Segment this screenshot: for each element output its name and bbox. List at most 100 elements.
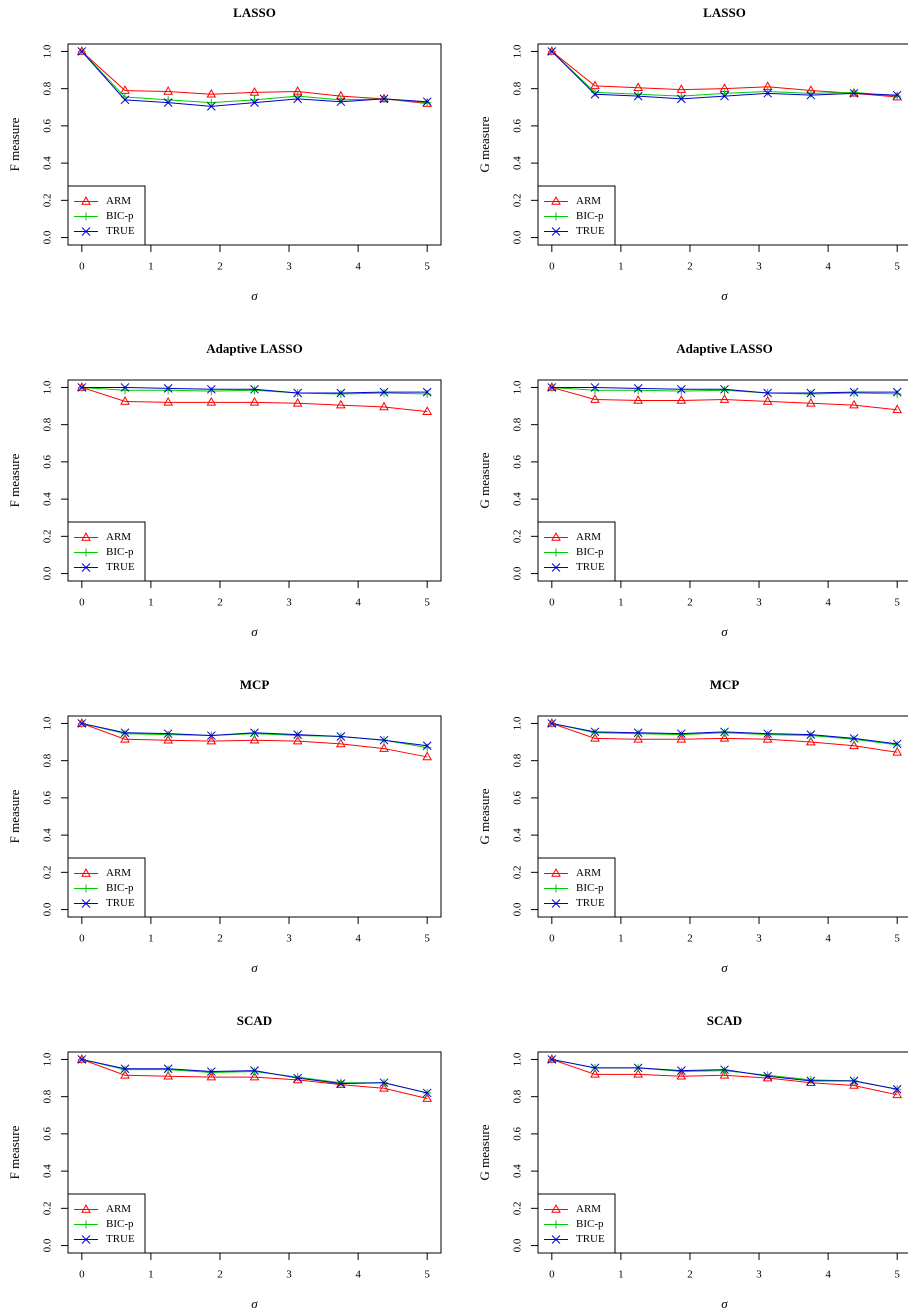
marker [633,733,644,743]
marker [336,732,346,741]
marker [850,735,859,744]
marker [763,87,772,96]
marker [633,1068,644,1078]
legend-label: BIC-p [106,882,134,894]
x-axis-label: σ [251,288,258,303]
marker [590,1063,600,1073]
marker [82,548,90,557]
marker [633,1063,643,1073]
marker [77,1055,87,1064]
marker [590,394,600,403]
marker [762,1072,773,1082]
marker [120,729,129,738]
plot-frame [537,379,908,582]
x-tick-label: 3 [286,933,292,945]
y-tick-label: 0.8 [512,1089,524,1103]
x-tick-label: 4 [825,933,831,945]
x-tick-label: 5 [424,597,430,609]
marker [422,406,433,415]
marker [763,730,772,739]
marker [892,404,903,414]
marker [634,729,643,738]
legend-label: ARM [576,195,601,207]
y-tick-label: 1.0 [512,44,524,58]
marker [547,383,557,392]
marker [763,1071,772,1080]
y-axis-label: G measure [477,788,492,844]
marker [336,95,345,104]
legend-label: ARM [106,867,131,879]
x-tick-label: 1 [148,261,154,273]
marker [551,1204,561,1213]
x-tick-label: 1 [618,597,624,609]
marker [336,1078,345,1087]
marker [379,1078,389,1088]
series-line [81,386,428,413]
y-tick-label: 0.0 [512,1238,524,1252]
x-axis-label: σ [721,288,728,303]
y-tick-label: 0.4 [42,828,54,842]
marker [806,1075,815,1084]
marker [633,91,643,101]
x-tick-label: 0 [79,261,85,273]
marker [892,90,902,100]
marker [849,733,859,743]
marker [633,384,643,393]
marker [250,728,259,738]
legend-box [67,521,146,582]
marker [676,395,687,404]
marker [590,727,600,737]
marker [806,730,816,739]
marker [676,94,686,104]
y-tick-label: 0.4 [512,156,524,170]
legend-box [537,857,616,918]
x-tick-label: 3 [756,1269,762,1281]
plot-frame [67,715,442,918]
marker [293,1073,303,1083]
marker [206,731,216,740]
y-tick-label: 0.0 [42,1238,54,1252]
x-tick-label: 4 [825,1269,831,1281]
marker [590,732,600,742]
panel: SCAD 0 1 2 3 4 5 0.0 0.2 0.4 0.6 0.8 1.0 σ G measure AR… [477,1013,908,1311]
x-axis-label: σ [721,624,728,639]
marker [207,98,216,107]
marker [250,386,259,395]
marker [206,101,216,111]
y-tick-label: 0.0 [512,902,524,916]
x-tick-label: 2 [217,597,223,609]
series-line [81,51,428,105]
marker [763,729,773,739]
plot-frame [67,379,442,582]
marker [849,399,859,409]
marker [82,884,90,893]
y-axis-label: G measure [477,452,492,508]
x-tick-label: 5 [424,933,430,945]
marker [206,1071,217,1081]
marker [120,1064,130,1074]
y-tick-label: 0.4 [512,492,524,506]
x-tick-label: 2 [217,933,223,945]
y-axis-label: F measure [7,453,22,507]
x-tick-label: 5 [424,261,430,273]
marker [892,746,903,756]
marker [423,389,432,398]
y-tick-label: 0.6 [512,455,524,469]
panel: LASSO 0 1 2 3 4 5 0.0 0.2 0.4 0.6 0.8 1.0 σ F measure A… [7,5,442,303]
marker [552,1220,560,1229]
marker [590,88,599,97]
marker [590,728,599,737]
marker [379,735,389,745]
marker [207,1068,216,1077]
marker [163,729,173,739]
y-tick-label: 0.8 [512,753,524,767]
marker [163,86,174,95]
marker [806,89,815,98]
series-line [551,1058,898,1096]
legend-label: BIC-p [576,546,604,558]
y-tick-label: 0.8 [512,417,524,431]
marker [590,1068,600,1078]
marker [120,1065,129,1074]
x-tick-label: 1 [148,1269,154,1281]
x-tick-label: 0 [549,261,555,273]
